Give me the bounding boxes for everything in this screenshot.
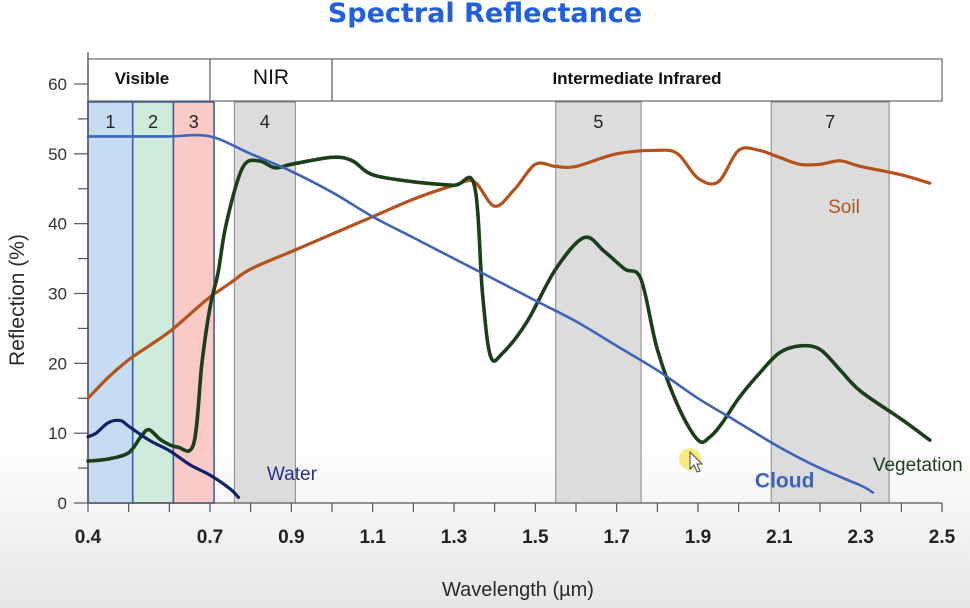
- band-2-label: 2: [148, 112, 158, 132]
- region-nir-cell: [209, 58, 333, 102]
- annotation-vegetation: Vegetation: [873, 455, 963, 476]
- x-tick-label: 1.5: [522, 527, 549, 548]
- cursor-arrow-icon: [689, 450, 704, 473]
- region-header-bar: Visible NIR Intermediate Infrared: [87, 58, 943, 102]
- x-axis-label: Wavelength (µm): [442, 579, 594, 601]
- annotation-water: Water: [267, 464, 318, 485]
- series-lines: [86, 133, 932, 499]
- x-tick-label: 1.7: [603, 527, 629, 548]
- band-4-label: 4: [260, 112, 270, 132]
- x-tick-label: 0.4: [75, 527, 102, 548]
- band-1-label: 1: [105, 112, 115, 132]
- band-3-label: 3: [189, 112, 199, 132]
- annotation-soil: Soil: [828, 197, 860, 218]
- y-tick-label: 30: [48, 285, 67, 304]
- x-tick-label: 2.5: [929, 527, 956, 548]
- series-line-cloud: [86, 133, 875, 494]
- x-tick-label: 1.9: [685, 527, 711, 548]
- y-tick-label: 0: [58, 494, 67, 513]
- band-5-label: 5: [593, 112, 603, 132]
- y-axis-label: Reflection (%): [6, 234, 29, 366]
- x-tick-label: 0.7: [197, 527, 223, 548]
- x-tick-label: 2.3: [847, 527, 873, 548]
- region-visible-cell: [87, 58, 211, 102]
- y-tick-label: 10: [48, 424, 67, 443]
- series-line-vegetation: [86, 155, 932, 463]
- band-7-label: 7: [825, 112, 835, 132]
- mouse-cursor: [679, 448, 704, 473]
- series-line-soil: [86, 146, 932, 400]
- x-tick-label: 1.1: [359, 527, 386, 548]
- x-tick-label: 2.1: [766, 527, 793, 548]
- chart-title: Spectral Reflectance: [327, 0, 643, 29]
- region-label: Intermediate Infrared: [552, 69, 721, 88]
- axes: 0 10 20 30 40 50 60 0.4 0.7 0.9 1.1 1.3 1.5 1.7 1.9 2.1…: [48, 52, 956, 548]
- region-label: Visible: [115, 69, 170, 88]
- y-tick-label: 20: [48, 354, 67, 373]
- band-backgrounds: 1 2 3 4 5 7: [87, 101, 890, 504]
- region-label: NIR: [253, 66, 289, 89]
- band-5-background: [555, 101, 642, 504]
- band-1-background: [87, 101, 134, 504]
- y-tick-label: 60: [48, 75, 67, 94]
- series-annotations: Soil Vegetation Cloud Water: [267, 197, 963, 492]
- x-tick-label: 0.9: [278, 527, 304, 548]
- y-tick-label: 40: [48, 215, 67, 234]
- region-intermediate-infrared-cell: [331, 58, 943, 102]
- x-tick-label: 1.3: [441, 527, 467, 548]
- series-line-water: [86, 418, 241, 499]
- axis-labels: Reflection (%) Wavelength (µm): [6, 234, 594, 601]
- annotation-cloud: Cloud: [755, 470, 814, 493]
- y-tick-label: 50: [48, 145, 67, 164]
